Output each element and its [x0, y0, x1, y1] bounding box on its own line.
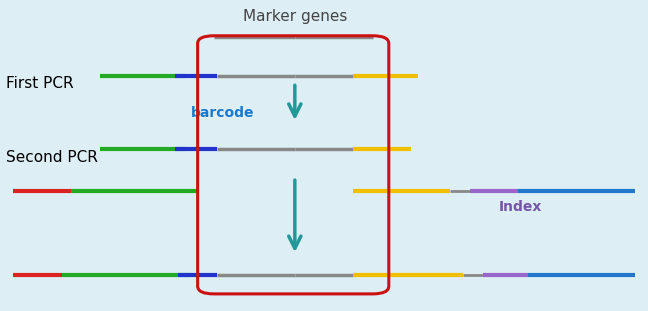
Text: Index: Index — [499, 200, 542, 214]
Text: barcode: barcode — [191, 106, 255, 120]
Text: Marker genes: Marker genes — [242, 9, 347, 24]
Text: Second PCR: Second PCR — [6, 150, 98, 165]
Text: First PCR: First PCR — [6, 77, 74, 91]
